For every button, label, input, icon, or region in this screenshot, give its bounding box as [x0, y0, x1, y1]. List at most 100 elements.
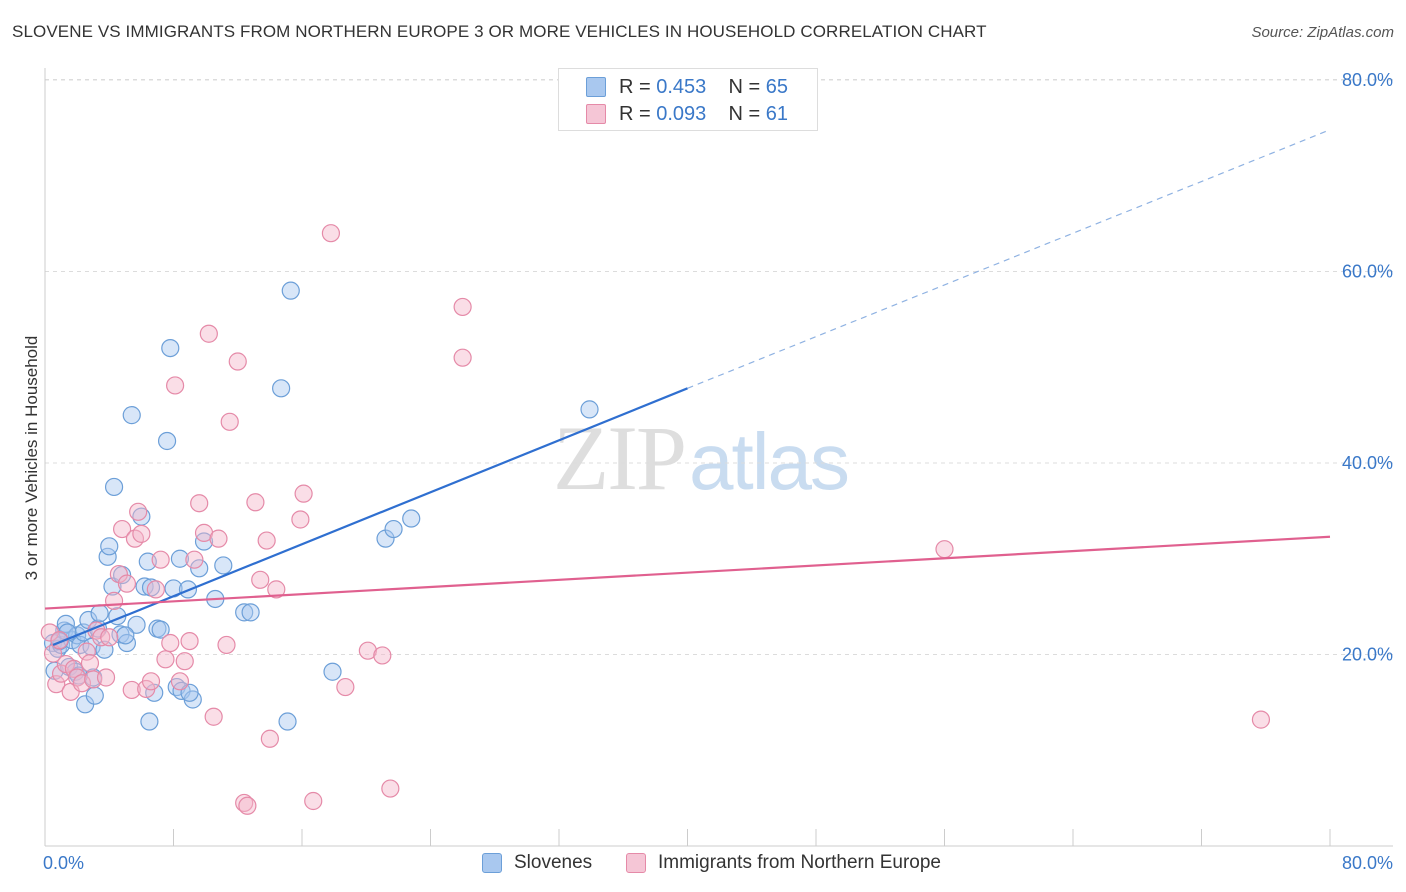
immigrant-point: [175, 652, 194, 671]
immigrant-point: [80, 654, 100, 673]
slovenes-legend-swatch: [482, 853, 502, 873]
immigrant-point: [122, 680, 141, 700]
slovenes-legend-label: Slovenes: [514, 852, 593, 873]
x-tick-label: 80.0%: [1342, 853, 1393, 873]
immigrant-point: [935, 540, 954, 559]
slovene-point: [170, 549, 190, 568]
slovene-point: [140, 712, 159, 731]
slovene-point: [157, 431, 177, 451]
slovene-trendline-extension: [687, 129, 1331, 389]
slovene-point: [127, 615, 146, 634]
immigrants-legend-swatch: [626, 853, 646, 873]
immigrants-swatch: [586, 104, 606, 124]
immigrant-point: [1251, 710, 1271, 729]
y-tick-label: 20.0%: [1342, 645, 1393, 665]
immigrant-point: [257, 531, 276, 550]
slovenes-swatch: [586, 77, 606, 97]
immigrant-point: [96, 668, 116, 687]
slovene-point: [190, 559, 209, 578]
immigrant-point: [180, 631, 199, 651]
slovene-point: [272, 379, 291, 398]
immigrant-point: [217, 635, 236, 655]
immigrants-legend-label: Immigrants from Northern Europe: [658, 852, 941, 873]
n-label: N =: [728, 75, 766, 98]
immigrant-point: [199, 324, 218, 343]
slovene-point: [161, 339, 180, 358]
stats-legend: R = 0.453 N = 65 R = 0.093 N = 61: [558, 68, 818, 131]
y-tick-label: 40.0%: [1342, 453, 1393, 473]
n-label: N =: [728, 102, 766, 125]
immigrant-point: [129, 502, 148, 521]
slovene-point: [323, 662, 342, 681]
immigrant-point: [170, 672, 190, 691]
y-tick-label: 60.0%: [1342, 262, 1393, 282]
chart-title: SLOVENE VS IMMIGRANTS FROM NORTHERN EURO…: [12, 22, 987, 41]
immigrant-point: [100, 628, 119, 647]
r-value: 0.093: [656, 102, 707, 125]
legend-item-slovenes[interactable]: Slovenes: [482, 852, 592, 874]
immigrant-point: [235, 793, 254, 813]
r-label: R =: [619, 102, 657, 125]
slovene-point: [117, 633, 137, 653]
immigrant-point: [112, 519, 132, 539]
y-tick-label: 80.0%: [1342, 70, 1393, 90]
immigrant-point: [336, 677, 355, 697]
immigrant-point: [117, 574, 137, 593]
x-tick-label: 0.0%: [43, 853, 84, 873]
slovene-point: [116, 626, 135, 645]
immigrant-point: [453, 348, 472, 367]
immigrant-point: [358, 641, 377, 660]
immigrant-point: [260, 729, 279, 748]
slovene-point: [151, 620, 170, 639]
r-label: R =: [619, 75, 657, 98]
n-value: 65: [765, 75, 789, 98]
slovene-point: [402, 509, 421, 528]
immigrant-point: [251, 570, 270, 589]
immigrant-trendline: [44, 535, 1331, 610]
immigrant-point: [40, 623, 59, 642]
slovene-point: [85, 686, 104, 705]
immigrant-point: [321, 224, 341, 243]
immigrant-point: [238, 796, 257, 815]
immigrant-point: [209, 529, 228, 548]
source-label: Source: ZipAtlas.com: [1251, 24, 1394, 41]
immigrant-point: [132, 524, 151, 543]
immigrant-point: [146, 580, 165, 599]
watermark-zip: ZIP: [553, 407, 687, 509]
slovene-point: [241, 603, 260, 622]
stats-row-slovenes: R = 0.453 N = 65: [586, 75, 789, 98]
immigrant-point: [185, 550, 204, 569]
immigrant-point: [47, 675, 66, 694]
immigrant-point: [68, 668, 87, 687]
immigrant-point: [141, 672, 161, 691]
slovene-point: [135, 577, 154, 596]
legend-item-immigrants[interactable]: Immigrants from Northern Europe: [626, 852, 941, 874]
immigrant-point: [204, 707, 223, 726]
y-axis-label: 3 or more Vehicles in Household: [22, 335, 41, 581]
immigrant-point: [453, 297, 472, 317]
stats-row-immigrants: R = 0.093 N = 61: [586, 102, 788, 125]
immigrant-point: [156, 650, 175, 669]
slovene-point: [384, 519, 403, 539]
immigrant-point: [220, 412, 239, 431]
immigrant-point: [304, 791, 323, 811]
slovene-point: [235, 603, 254, 622]
immigrant-point: [166, 376, 185, 395]
r-value: 0.453: [656, 75, 707, 98]
immigrant-point: [190, 494, 209, 513]
immigrant-point: [294, 484, 313, 503]
immigrant-point: [161, 633, 180, 653]
watermark-atlas: atlas: [689, 417, 850, 506]
immigrant-point: [77, 642, 96, 661]
immigrant-point: [104, 591, 124, 610]
immigrant-point: [72, 674, 92, 693]
immigrant-point: [151, 550, 170, 569]
slovene-point: [90, 604, 109, 623]
slovene-point: [281, 281, 300, 300]
slovene-point: [580, 400, 599, 419]
immigrant-point: [246, 493, 265, 512]
watermark: ZIPatlas: [553, 405, 850, 511]
slovene-point: [100, 537, 119, 556]
immigrant-point: [267, 580, 286, 599]
